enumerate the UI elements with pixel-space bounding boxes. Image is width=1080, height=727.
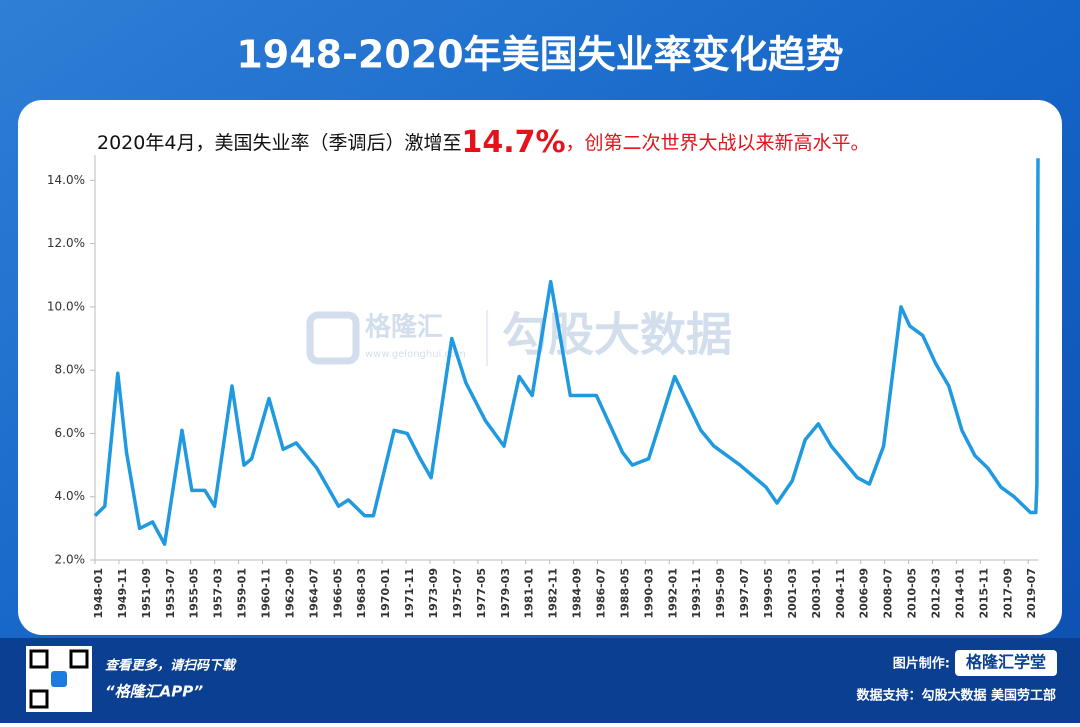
x-tick-label: 1999-05: [762, 568, 775, 619]
x-tick-label: 2004-11: [834, 568, 847, 619]
footer-made-by: 图片制作:: [893, 656, 950, 672]
x-tick-label: 1962-09: [283, 568, 296, 619]
x-tick-label: 1997-07: [738, 568, 751, 619]
subtitle-tail: ，创第二次世界大战以来新高水平。: [566, 132, 870, 154]
x-tick-label: 1979-03: [499, 568, 512, 619]
x-tick-label: 2019-07: [1025, 568, 1038, 619]
qr-logo: [51, 671, 67, 687]
footer-scan: 查看更多，请扫码下载: [105, 658, 237, 674]
x-tick-label: 1990-03: [642, 568, 655, 619]
qr-corner: [29, 649, 49, 669]
x-tick-label: 1964-07: [307, 568, 320, 619]
x-tick-label: 1955-05: [188, 568, 201, 619]
qr-corner: [29, 689, 49, 709]
watermark-url: www.gelonghui.com: [365, 349, 466, 360]
x-tick-label: 1960-11: [259, 568, 272, 619]
x-tick-label: 2012-03: [929, 568, 942, 619]
subtitle: 2020年4月，美国失业率（季调后）激增至14.7%，创第二次世界大战以来新高水…: [97, 125, 870, 160]
x-tick-label: 1988-05: [618, 568, 631, 619]
x-tick-label: 1993-11: [690, 568, 703, 619]
title: 1948-2020年美国失业率变化趋势: [236, 33, 843, 77]
x-tick-label: 2017-09: [1001, 568, 1014, 619]
series-line: [93, 158, 1040, 546]
x-tick-label: 1968-03: [355, 568, 368, 619]
x-tick-label: 2001-03: [786, 568, 799, 619]
x-tick-label: 1982-11: [547, 568, 560, 619]
x-tick-label: 1977-05: [475, 568, 488, 619]
x-tick-label: 2006-09: [858, 568, 871, 619]
maker-badge: [955, 650, 1057, 676]
footer-app: “格隆汇APP”: [105, 683, 204, 701]
y-tick-label: 8.0%: [55, 363, 86, 377]
y-tick-label: 6.0%: [55, 426, 86, 440]
watermark-source: 勾股大数据: [502, 308, 732, 362]
watermark-logo: [306, 311, 360, 365]
footer-data-source: 数据支持：勾股大数据 美国劳工部: [856, 688, 1056, 704]
y-tick-label: 10.0%: [47, 299, 85, 313]
x-tick-label: 1948-01: [92, 568, 105, 619]
qr-corner: [69, 649, 89, 669]
x-tick-label: 1995-09: [714, 568, 727, 619]
x-tick-label: 1949-11: [116, 568, 129, 619]
plot: 2.0% 4.0% 6.0% 8.0% 10.0% 12.0% 14.0% 1948-01 19…: [47, 155, 1040, 619]
x-tick-label: 1973-09: [427, 568, 440, 619]
x-tick-label: 2008-07: [882, 568, 895, 619]
y-tick-label: 2.0%: [55, 553, 86, 567]
panel: [18, 100, 1062, 635]
y-tick-label: 4.0%: [55, 489, 86, 503]
x-tick-label: 1986-07: [594, 568, 607, 619]
x-tick-label: 1957-03: [212, 568, 225, 619]
subtitle-highlight: 14.7%: [461, 125, 565, 160]
x-tick-label: 1970-01: [379, 568, 392, 619]
y-tick-label: 14.0%: [47, 173, 85, 187]
x-tick-label: 1951-09: [140, 568, 153, 619]
x-tick-label: 1953-07: [164, 568, 177, 619]
footer-maker: 格隆汇学堂: [966, 653, 1046, 672]
x-tick-label: 2010-05: [906, 568, 919, 619]
qr-code: [26, 646, 92, 712]
footer-band: [0, 638, 1080, 723]
x-tick-label: 1971-11: [403, 568, 416, 619]
x-tick-label: 1959-01: [236, 568, 249, 619]
x-tick-label: 2003-01: [810, 568, 823, 619]
y-tick-label: 12.0%: [47, 236, 85, 250]
subtitle-lead: 2020年4月，美国失业率（季调后）激增至: [97, 132, 461, 154]
x-tick-label: 2014-01: [953, 568, 966, 619]
x-tick-label: 2015-11: [977, 568, 990, 619]
x-tick-label: 1966-05: [331, 568, 344, 619]
watermark: 格隆汇 www.gelonghui.com 勾股大数据: [306, 308, 732, 366]
x-tick-label: 1981-01: [523, 568, 536, 619]
watermark-brand: 格隆汇: [365, 312, 443, 343]
x-tick-label: 1984-09: [571, 568, 584, 619]
x-tick-label: 1992-01: [666, 568, 679, 619]
x-tick-label: 1975-07: [451, 568, 464, 619]
